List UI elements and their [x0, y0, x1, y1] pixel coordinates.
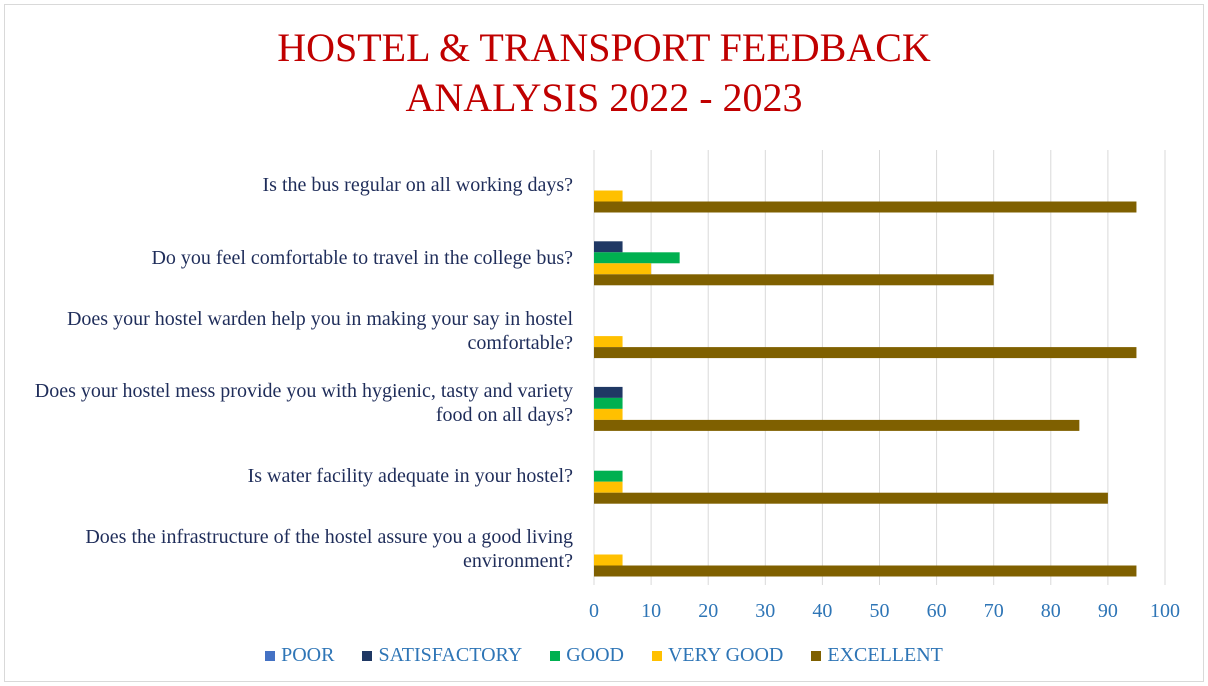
legend-item: EXCELLENT [811, 644, 943, 667]
legend-label: POOR [281, 644, 335, 666]
x-tick-label: 40 [812, 600, 832, 622]
legend-swatch [651, 650, 662, 661]
bar [594, 492, 1108, 504]
legend-swatch [550, 650, 561, 661]
chart-title: ANALYSIS 2022 - 2023 [405, 75, 803, 120]
bar [594, 419, 1080, 431]
legend-item: VERY GOOD [651, 644, 784, 667]
bar [594, 263, 652, 275]
bar [594, 190, 623, 202]
bar [594, 408, 623, 420]
x-tick-label: 100 [1150, 600, 1180, 622]
bar [594, 201, 1137, 213]
category-label: Does your hostel mess provide you with h… [34, 380, 573, 427]
legend-swatch [811, 650, 822, 661]
x-tick-label: 10 [641, 600, 661, 622]
bar [594, 274, 994, 286]
category-label: Is the bus regular on all working days? [262, 174, 573, 196]
bar [594, 386, 623, 398]
legend-label: EXCELLENT [827, 644, 943, 666]
frame [4, 4, 1204, 682]
legend-label: VERY GOOD [667, 644, 784, 666]
legend-label: SATISFACTORY [378, 644, 523, 666]
x-tick-label: 20 [698, 600, 718, 622]
bar [594, 252, 680, 264]
x-tick-label: 0 [589, 600, 599, 622]
x-tick-label: 80 [1041, 600, 1061, 622]
bar [594, 336, 623, 348]
legend-item: SATISFACTORY [362, 644, 522, 667]
category-label: Does your hostel warden help you in maki… [66, 307, 573, 354]
legend-label: GOOD [566, 644, 624, 666]
x-tick-label: 30 [755, 600, 775, 622]
bar [594, 397, 623, 409]
chart-title: HOSTEL & TRANSPORT FEEDBACK [277, 25, 931, 70]
category-label: Do you feel comfortable to travel in the… [151, 246, 573, 269]
bar [594, 565, 1137, 577]
legend: POOR SATISFACTORY GOOD VERY GOOD EXCELLENT [0, 644, 1208, 667]
legend-item: POOR [265, 644, 334, 667]
x-tick-label: 70 [984, 600, 1004, 622]
x-tick-label: 60 [927, 600, 947, 622]
legend-swatch [362, 650, 373, 661]
category-label: Is water facility adequate in your hoste… [247, 465, 573, 488]
bar [594, 481, 623, 493]
x-tick-label: 50 [870, 600, 890, 622]
x-tick-label: 90 [1098, 600, 1118, 622]
bar [594, 347, 1137, 359]
legend-swatch [265, 650, 276, 661]
bar [594, 241, 623, 253]
legend-item: GOOD [550, 644, 624, 667]
bar [594, 554, 623, 566]
bar [594, 470, 623, 482]
category-label: Does the infrastructure of the hostel as… [85, 526, 573, 572]
